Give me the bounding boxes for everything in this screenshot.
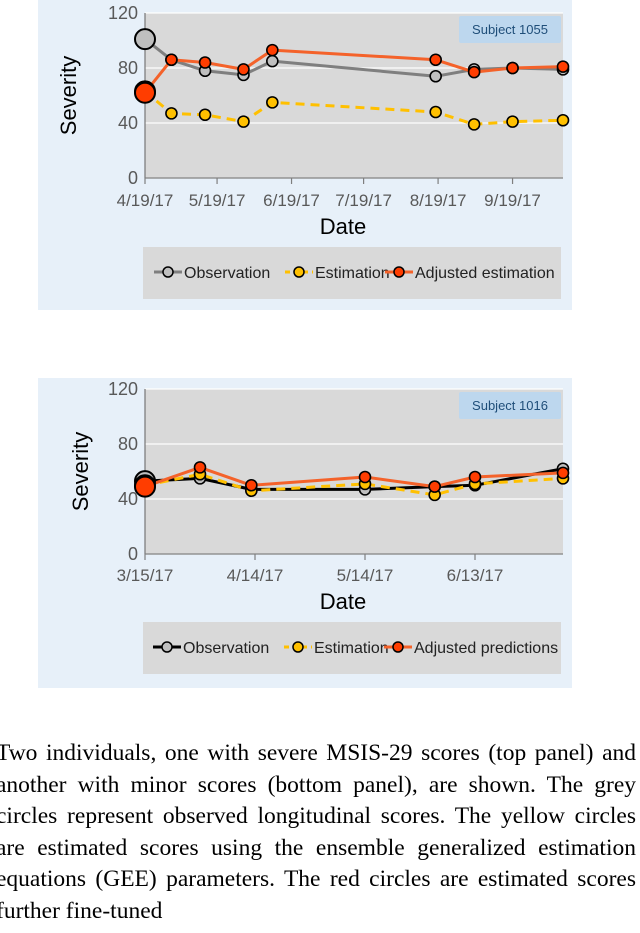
series-1-point [556,113,570,127]
series-1-point [467,118,481,131]
series-2-point [198,56,212,69]
x-tick-label: 8/19/17 [410,191,467,210]
series-0-point [266,54,279,68]
subject-badge-label: Subject 1055 [472,22,548,37]
subject-badge-label: Subject 1016 [472,398,548,413]
series-2-point [134,475,156,498]
legend-label-1: Estimation [315,265,390,282]
series-2-point [237,63,250,76]
series-2-point [193,461,207,474]
series-2-point [245,478,258,492]
y-tick-label: 40 [118,489,138,509]
legend-box [143,622,561,674]
series-2-point [428,480,441,493]
legend-label-0: Observation [184,265,270,282]
series-2-point [467,65,481,79]
y-tick-label: 80 [118,434,138,454]
y-tick-label: 0 [128,544,138,564]
legend-swatch-marker-1 [293,266,305,278]
series-2-point [134,81,156,104]
series-2-point [506,61,519,75]
legend-swatch-marker-2 [392,641,404,653]
x-tick-label: 5/19/17 [189,191,246,210]
subject-badge [459,392,561,419]
legend-swatch-marker-2 [393,266,405,278]
series-2-point [429,53,442,67]
series-0-point [134,28,156,51]
subject-badge [459,16,561,43]
x-tick-label: 6/19/17 [263,191,320,210]
y-tick-label: 40 [118,113,138,133]
legend-swatch-marker-0 [161,641,173,653]
legend-box [143,247,561,299]
chart-subject-1016: 0 40 80 120 3/15/17 4/14/17 5/14/17 6/13/17 Date… [68,379,570,674]
series-2-point [266,43,279,57]
x-axis-title: Date [320,214,366,239]
chart-panel-bottom: 0 40 80 120 3/15/17 4/14/17 5/14/17 6/13/17 Date… [38,378,572,688]
legend-label-2: Adjusted predictions [414,640,558,657]
y-axis-title: Severity [68,432,93,511]
series-1-point [198,108,212,122]
x-tick-label: 4/14/17 [227,566,284,585]
x-tick-label: 5/14/17 [337,566,394,585]
figure-caption: Two individuals, one with severe MSIS-29… [0,740,636,924]
legend-label-2: Adjusted estimation [415,265,555,282]
x-tick-label: 9/19/17 [484,191,541,210]
x-tick-label: 6/13/17 [447,566,504,585]
series-2-point [468,470,482,484]
y-tick-label: 120 [108,3,138,23]
legend-swatch-marker-1 [292,641,304,653]
legend-swatch-marker-0 [162,266,174,278]
series-2-point [556,466,570,480]
y-tick-label: 0 [128,168,138,188]
x-tick-label: 4/19/17 [117,191,174,210]
series-2-point [165,53,178,67]
y-tick-label: 120 [108,379,138,399]
series-2-point [358,470,372,484]
series-2-point [556,60,570,73]
chart-subject-1055: 0 40 80 120 4/19/17 5/19/17 6/19/17 7/19/17 8/19… [56,3,570,299]
series-0-point [429,69,442,83]
y-tick-label: 80 [118,58,138,78]
legend-label-0: Observation [183,640,269,657]
series-1-point [237,115,250,128]
x-axis-title: Date [320,589,366,614]
y-axis-title: Severity [56,56,81,135]
x-tick-label: 3/15/17 [117,566,174,585]
series-1-point [506,115,519,128]
series-1-point [429,105,442,119]
series-1-point [266,96,279,109]
series-1-point [165,107,178,120]
chart-panel-top: 0 40 80 120 4/19/17 5/19/17 6/19/17 7/19/17 8/19… [38,0,572,310]
x-tick-label: 7/19/17 [335,191,392,210]
legend-label-1: Estimation [314,640,389,657]
